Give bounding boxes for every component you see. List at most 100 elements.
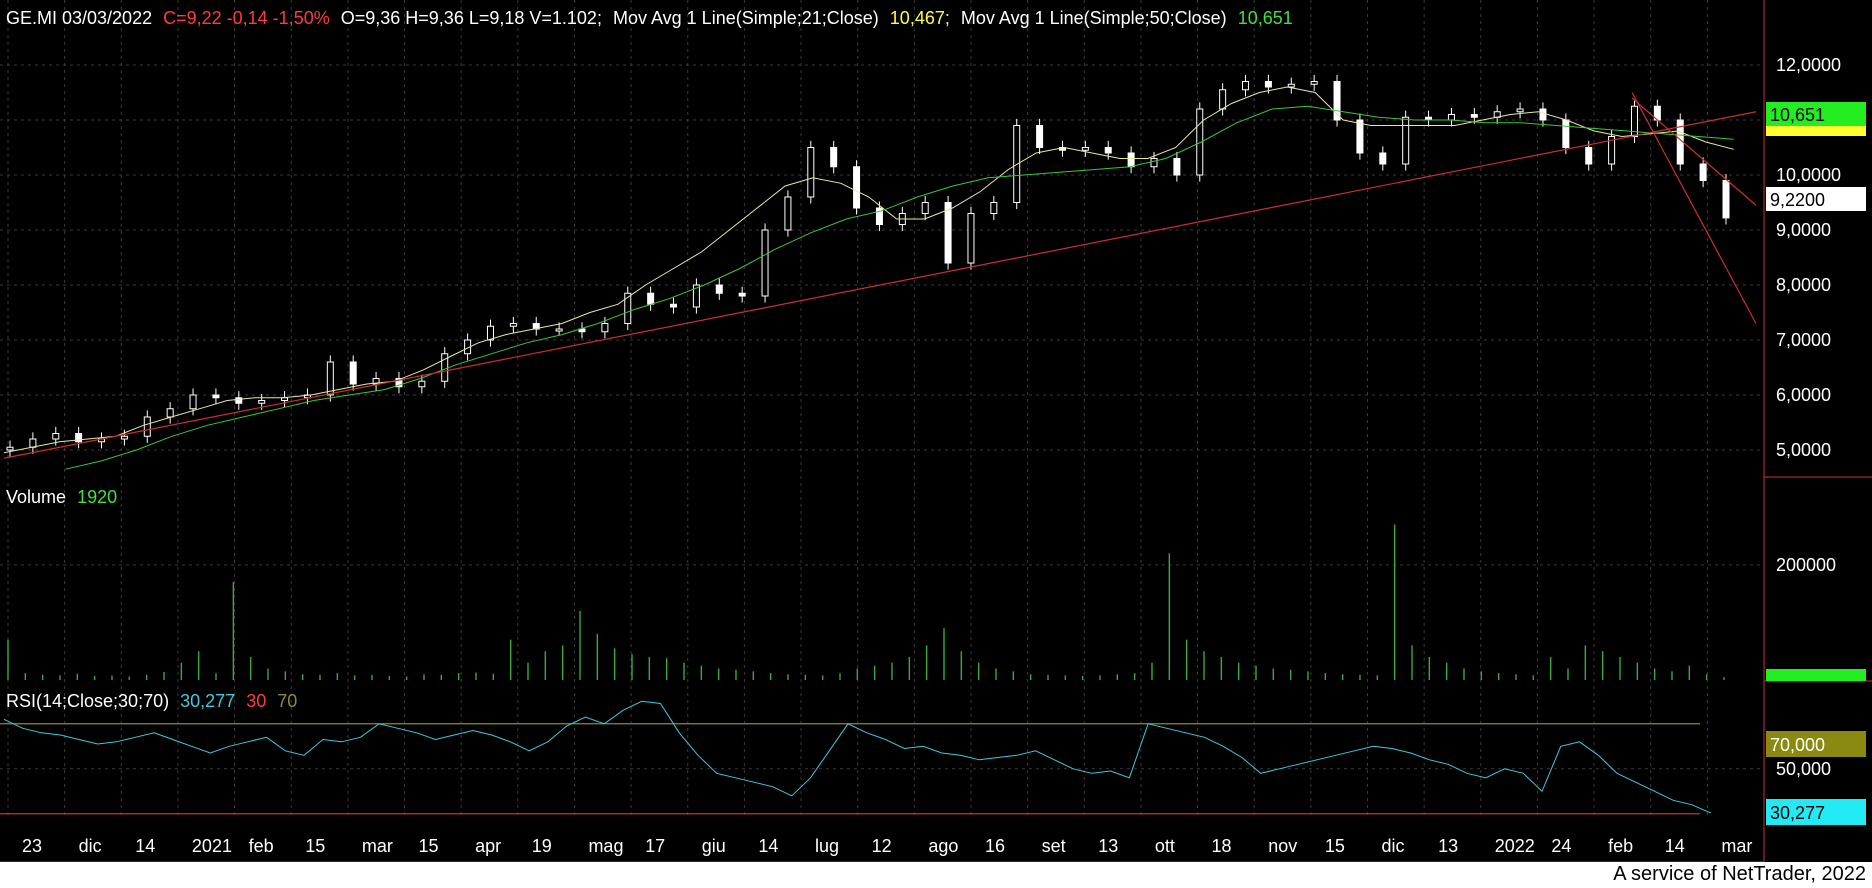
ma50-badge: 10,651: [1766, 102, 1866, 126]
price-candle: [6, 446, 14, 451]
rsi-axis-tick: 50,000: [1776, 759, 1831, 779]
ma21-legend-value: 10,467;: [890, 8, 950, 28]
price-candle: [52, 433, 60, 440]
price-candle: [166, 408, 174, 418]
time-axis-tick: 2021: [192, 836, 232, 856]
time-axis-tick: feb: [249, 836, 274, 856]
time-axis-tick: 14: [1665, 836, 1685, 856]
footer-bar: [0, 862, 1872, 888]
time-axis-tick: 23: [22, 836, 42, 856]
rsi70-badge-text: 70,000: [1770, 735, 1825, 755]
price-candle: [692, 284, 700, 308]
ma21-legend-label: Mov Avg 1 Line(Simple;21;Close): [613, 8, 879, 28]
price-candle: [372, 378, 380, 385]
price-axis-tick: 8,0000: [1776, 275, 1831, 295]
time-axis-tick: lug: [815, 836, 839, 856]
price-candle: [1196, 108, 1204, 176]
price-candle: [486, 325, 494, 341]
price-candle: [601, 323, 609, 333]
price-candle: [326, 361, 334, 396]
time-axis-tick: apr: [475, 836, 501, 856]
price-candle: [784, 196, 792, 231]
price-candle: [1402, 116, 1410, 165]
legend-header: GE.MI 03/03/2022 C=9,22 -0,14 -1,50% O=9…: [6, 8, 1293, 28]
price-candle: [1562, 119, 1570, 148]
price-candle: [418, 380, 426, 388]
rsi-value-badge-text: 30,277: [1770, 803, 1825, 823]
time-axis-tick: 12: [872, 836, 892, 856]
price-candle: [1608, 136, 1616, 165]
price-candle: [189, 394, 197, 410]
rsi70-badge: 70,000: [1766, 731, 1866, 757]
price-axis-tick: 10,0000: [1776, 165, 1841, 185]
time-axis-tick: 15: [305, 836, 325, 856]
price-candle: [761, 229, 769, 297]
time-axis-tick: giu: [702, 836, 726, 856]
ma21-line: [3, 86, 1734, 454]
price-candle: [1242, 81, 1250, 91]
channel-upper-line: [1631, 97, 1757, 206]
price-axis-tick: 5,0000: [1776, 440, 1831, 460]
rsi-legend-low: 30: [246, 691, 266, 711]
price-candle: [1630, 105, 1638, 137]
ma21-badge: [1766, 126, 1866, 136]
volume-axis-tick: 200000: [1776, 555, 1836, 575]
price-candle: [670, 303, 678, 308]
time-axis-tick: 19: [532, 836, 552, 856]
price-candle: [120, 435, 128, 440]
time-axis-tick: nov: [1268, 836, 1297, 856]
price-candle: [1470, 114, 1478, 118]
price-axis-tick: 12,0000: [1776, 55, 1841, 75]
ma50-legend-label: Mov Avg 1 Line(Simple;50;Close): [961, 8, 1227, 28]
ma50-legend-value: 10,651: [1238, 8, 1293, 28]
time-axis-tick: 15: [419, 836, 439, 856]
time-axis-tick: ott: [1155, 836, 1175, 856]
price-candle: [967, 213, 975, 264]
time-axis-tick: mag: [588, 836, 623, 856]
support-trendline: [3, 111, 1757, 459]
price-candle: [1447, 114, 1455, 121]
footer-credit: A service of NetTrader, 2022: [1613, 863, 1866, 885]
ma50-line: [65, 105, 1734, 470]
price-candle: [1264, 81, 1272, 88]
ma50-badge-text: 10,651: [1770, 105, 1825, 125]
time-axis-tick: feb: [1608, 836, 1633, 856]
time-axis-tick: mar: [362, 836, 393, 856]
price-candle: [1081, 147, 1089, 151]
rsi-legend-high: 70: [277, 691, 297, 711]
price-candle: [509, 323, 517, 327]
price-candle: [1036, 125, 1044, 148]
volume-legend: Volume 1920: [6, 487, 117, 507]
price-candle: [1585, 147, 1593, 165]
price-candle: [1333, 81, 1341, 121]
channel-lower-line: [1631, 92, 1757, 324]
volume-badge: [1766, 669, 1866, 681]
time-axis-tick: 14: [135, 836, 155, 856]
price-candle: [555, 328, 563, 332]
price-candle: [1699, 163, 1707, 181]
symbol-date: GE.MI 03/03/2022: [6, 8, 152, 28]
price-candle: [875, 207, 883, 225]
price-candle: [1539, 108, 1547, 121]
price-badge-text: 9,2200: [1770, 190, 1825, 210]
volume-panel: [7, 524, 1725, 680]
price-candle: [1379, 152, 1387, 165]
price-candle: [1356, 119, 1364, 154]
time-axis-tick: set: [1042, 836, 1066, 856]
time-axis-tick: 16: [985, 836, 1005, 856]
time-axis-tick: mar: [1721, 836, 1752, 856]
time-axis-tick: 17: [645, 836, 665, 856]
rsi-value-badge: 30,277: [1766, 799, 1866, 825]
price-candle: [1722, 180, 1730, 219]
price-candle: [29, 438, 37, 448]
price-axis-tick: 7,0000: [1776, 330, 1831, 350]
time-axis-tick: 13: [1098, 836, 1118, 856]
volume-legend-label: Volume: [6, 487, 66, 507]
price-candle: [807, 147, 815, 198]
price-candle: [647, 292, 655, 305]
time-axis-tick: dic: [79, 836, 102, 856]
price-candle: [143, 416, 151, 437]
price-candle: [921, 202, 929, 214]
price-candle: [1150, 158, 1158, 168]
